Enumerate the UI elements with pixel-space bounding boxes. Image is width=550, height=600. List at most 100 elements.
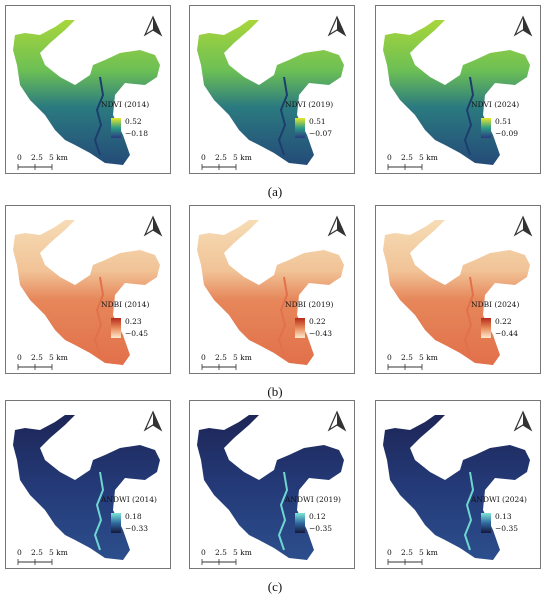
map-area — [197, 220, 344, 365]
scale-label: 5 km — [419, 353, 438, 362]
legend-bar — [295, 118, 305, 138]
scale-label: 2.5 — [401, 153, 413, 162]
river — [93, 76, 105, 156]
scale-label: 5 km — [233, 153, 252, 162]
map-area — [383, 415, 530, 560]
legend-bar — [295, 318, 305, 338]
index-label: ANDWI (2014) — [100, 495, 157, 504]
scale-label: 2.5 — [215, 353, 227, 362]
scale-label: 0 — [201, 548, 206, 557]
index-label: NDBI (2014) — [101, 300, 149, 309]
north-arrow-fill — [337, 412, 345, 430]
legend-bar — [481, 513, 491, 533]
legend-min: −0.33 — [125, 524, 148, 533]
map-panel: NDBI (2019) 0.22 −0.43 0 2.5 5 km — [189, 205, 355, 374]
map-area — [197, 20, 344, 165]
scale-label: 2.5 — [215, 153, 227, 162]
north-arrow-fill — [153, 217, 161, 235]
map-panel: NDVI (2014) 0.52 −0.18 0 2.5 5 km — [5, 5, 171, 174]
river — [277, 276, 289, 356]
river — [463, 276, 475, 356]
legend-max: 0.12 — [309, 512, 326, 521]
map-panel: NDVI (2019) 0.51 −0.07 0 2.5 5 km — [189, 5, 355, 174]
legend-max: 0.13 — [495, 512, 512, 521]
map-area — [13, 415, 160, 560]
index-label: NDBI (2024) — [471, 300, 519, 309]
legend-min: −0.43 — [309, 329, 332, 338]
index-label: NDVI (2024) — [471, 100, 519, 109]
legend-bar — [295, 513, 305, 533]
legend-bar — [111, 513, 121, 533]
legend-bar — [111, 318, 121, 338]
scale-label: 2.5 — [31, 353, 43, 362]
legend-max: 0.18 — [125, 512, 142, 521]
north-arrow-fill — [153, 17, 161, 35]
scale-label: 5 km — [49, 153, 68, 162]
index-label: ANDWI (2019) — [284, 495, 341, 504]
scale-label: 5 km — [49, 353, 68, 362]
caption: (b) — [267, 384, 282, 399]
scale-label: 5 km — [419, 548, 438, 557]
north-arrow-fill — [523, 217, 531, 235]
scale-label: 0 — [387, 353, 392, 362]
north-arrow-fill — [153, 412, 161, 430]
legend-min: −0.35 — [309, 524, 332, 533]
river — [93, 276, 105, 356]
map-area — [197, 415, 344, 560]
scale-label: 0 — [17, 153, 22, 162]
legend-min: −0.35 — [495, 524, 518, 533]
caption: (a) — [268, 184, 282, 199]
map-area — [13, 20, 160, 165]
map-panel: NDVI (2024) 0.51 −0.09 0 2.5 5 km — [375, 5, 541, 174]
map-panel: NDBI (2014) 0.23 −0.45 0 2.5 5 km — [5, 205, 171, 374]
scale-label: 0 — [17, 548, 22, 557]
legend-max: 0.22 — [495, 317, 512, 326]
scale-label: 0 — [387, 548, 392, 557]
index-label: NDVI (2019) — [285, 100, 333, 109]
map-panel: ANDWI (2024) 0.13 −0.35 0 2.5 5 km — [375, 400, 541, 569]
scale-label: 0 — [387, 153, 392, 162]
legend-min: −0.07 — [309, 129, 332, 138]
index-label: NDVI (2014) — [101, 100, 149, 109]
legend-max: 0.51 — [309, 117, 326, 126]
scale-label: 2.5 — [215, 548, 227, 557]
scale-label: 5 km — [419, 153, 438, 162]
scale-label: 2.5 — [401, 353, 413, 362]
scale-label: 0 — [201, 353, 206, 362]
scale-label: 2.5 — [31, 548, 43, 557]
legend-min: −0.44 — [495, 329, 518, 338]
map-area — [383, 220, 530, 365]
scale-label: 5 km — [233, 353, 252, 362]
legend-max: 0.23 — [125, 317, 142, 326]
legend-max: 0.51 — [495, 117, 512, 126]
map-panel: ANDWI (2014) 0.18 −0.33 0 2.5 5 km — [5, 400, 171, 569]
scale-label: 0 — [201, 153, 206, 162]
scale-label: 0 — [17, 353, 22, 362]
legend-bar — [111, 118, 121, 138]
legend-bar — [481, 318, 491, 338]
index-label: NDBI (2019) — [285, 300, 333, 309]
map-area — [383, 20, 530, 165]
scale-label: 5 km — [49, 548, 68, 557]
map-panel: NDBI (2024) 0.22 −0.44 0 2.5 5 km — [375, 205, 541, 374]
scale-label: 2.5 — [401, 548, 413, 557]
caption: (c) — [268, 579, 282, 594]
map-area — [13, 220, 160, 365]
north-arrow-fill — [523, 17, 531, 35]
scale-label: 2.5 — [31, 153, 43, 162]
river — [277, 471, 289, 551]
legend-bar — [481, 118, 491, 138]
river — [93, 471, 105, 551]
legend-min: −0.45 — [125, 329, 148, 338]
index-label: ANDWI (2024) — [470, 495, 527, 504]
legend-min: −0.18 — [125, 129, 148, 138]
scale-label: 5 km — [233, 548, 252, 557]
north-arrow-fill — [337, 17, 345, 35]
north-arrow-fill — [523, 412, 531, 430]
river — [463, 76, 475, 156]
map-panel: ANDWI (2019) 0.12 −0.35 0 2.5 5 km — [189, 400, 355, 569]
legend-max: 0.22 — [309, 317, 326, 326]
legend-max: 0.52 — [125, 117, 142, 126]
legend-min: −0.09 — [495, 129, 518, 138]
